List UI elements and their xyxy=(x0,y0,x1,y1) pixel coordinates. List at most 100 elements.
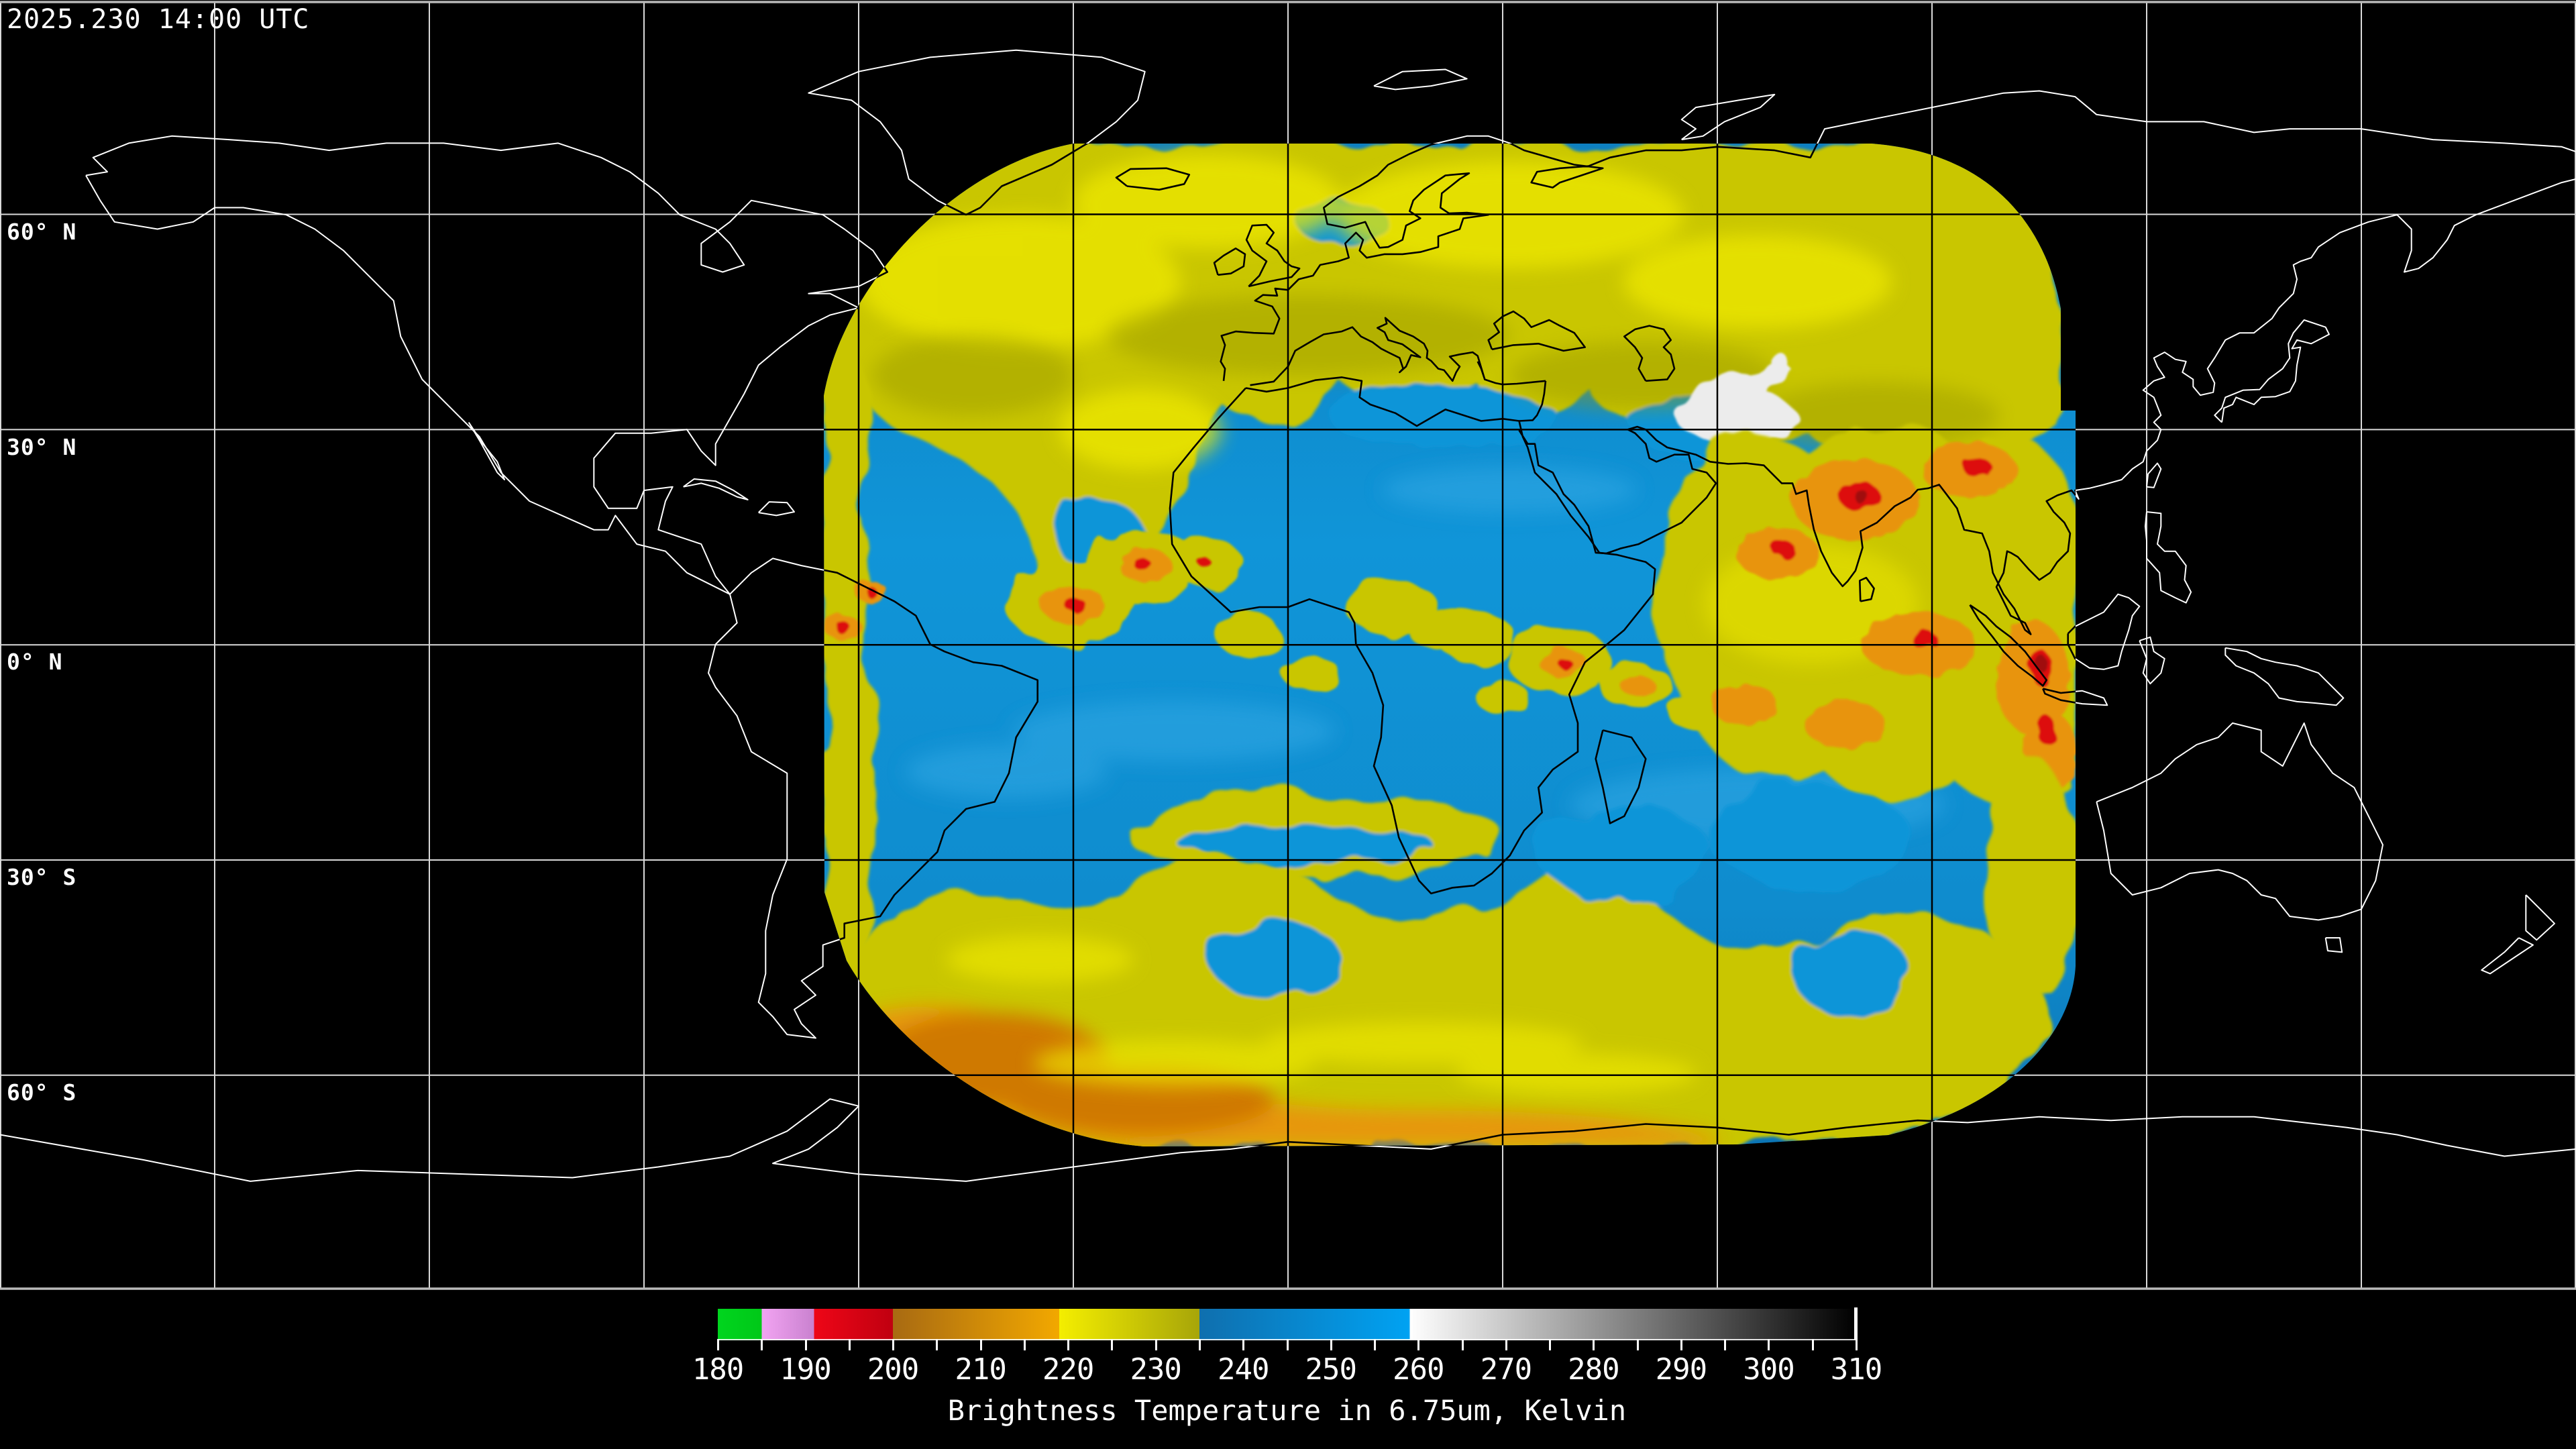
colorbar-tick-label: 210 xyxy=(955,1352,1006,1387)
colorbar-tick-label: 290 xyxy=(1655,1352,1707,1387)
coastline xyxy=(683,478,749,500)
coastline xyxy=(2042,688,2076,706)
colorbar-tick xyxy=(936,1339,938,1350)
coastline xyxy=(1245,223,1301,288)
colorbar-tick xyxy=(1155,1339,1157,1350)
cloud-band-west xyxy=(824,322,877,993)
coastline xyxy=(2214,320,2329,423)
colorbar-tick-label: 270 xyxy=(1480,1352,1532,1387)
coastline xyxy=(1220,144,2076,381)
colorbar-tick xyxy=(1856,1339,1858,1350)
colorbar-tick xyxy=(848,1339,851,1350)
colorbar-endcap xyxy=(1854,1307,1858,1340)
coastline xyxy=(824,557,1038,1039)
colorbar-tick xyxy=(1023,1339,1026,1350)
colorbar-tick xyxy=(1374,1339,1377,1350)
coastline xyxy=(2139,636,2165,685)
coastline xyxy=(1115,167,1191,191)
coastline xyxy=(2481,937,2534,975)
colorbar-tick-label: 240 xyxy=(1217,1352,1269,1387)
coastline xyxy=(85,135,888,595)
coastline xyxy=(1169,376,1656,895)
colorbar-tick xyxy=(1505,1339,1507,1350)
coastline xyxy=(2481,938,2533,973)
colorbar-tick xyxy=(1593,1339,1595,1350)
coastline xyxy=(2146,462,2162,488)
colorbar-ticks xyxy=(717,1339,1858,1351)
coastline xyxy=(1487,310,1586,352)
colorbar-tick xyxy=(1811,1339,1814,1350)
warm-white-patch xyxy=(1676,355,1796,445)
colorbar-tick xyxy=(1724,1339,1727,1350)
colorbar-tick xyxy=(1768,1339,1770,1350)
colorbar-tick-label: 260 xyxy=(1393,1352,1444,1387)
coastline xyxy=(1682,95,1775,140)
coastline xyxy=(1373,68,1468,91)
colorbar-tick xyxy=(1636,1339,1639,1350)
colorbar-tick xyxy=(1111,1339,1114,1350)
coastline xyxy=(757,501,795,517)
colorbar-tick xyxy=(1067,1339,1070,1350)
colorbar-tick-label: 230 xyxy=(1130,1352,1181,1387)
coastline xyxy=(2067,593,2141,670)
coastline xyxy=(2225,648,2343,705)
colorbar-tick-label: 300 xyxy=(1743,1352,1794,1387)
colorbar-tick-label: 180 xyxy=(692,1352,744,1387)
colorbar-tick xyxy=(1417,1339,1420,1350)
colorbar-tick-label: 190 xyxy=(780,1352,831,1387)
colorbar-labels: 180 190 200 210 220 230 240 250 260 270 280 290 300 3… xyxy=(692,1352,1882,1387)
coastline xyxy=(2324,937,2343,953)
coastline xyxy=(1680,93,1776,141)
colorbar-tick-label: 250 xyxy=(1305,1352,1357,1387)
timestamp-label: 2025.230 14:00 UTC xyxy=(7,4,310,35)
coastline xyxy=(824,1097,2076,1146)
colorbar-tick xyxy=(979,1339,982,1350)
coastlines-inside xyxy=(824,95,2555,1146)
coastline xyxy=(468,422,505,480)
colorbar-caption: Brightness Temperature in 6.75um, Kelvin xyxy=(947,1394,1627,1427)
coastline xyxy=(1969,604,2047,687)
lat-label-30s: 30° S xyxy=(7,864,77,890)
coastline xyxy=(2145,512,2191,603)
colorbar-tick xyxy=(892,1339,895,1350)
colorbar-tick xyxy=(717,1339,719,1350)
coastline xyxy=(2144,511,2192,604)
colorbar-tick xyxy=(1549,1339,1552,1350)
lat-label-60n: 60° N xyxy=(7,219,77,245)
coastline xyxy=(2526,895,2555,940)
coastline xyxy=(1518,178,2076,635)
coastline xyxy=(1623,325,1676,382)
lat-label-60s: 60° S xyxy=(7,1079,77,1106)
coastline xyxy=(2224,647,2345,706)
satellite-data-disk xyxy=(824,144,2076,1146)
coastline xyxy=(1250,317,1486,386)
coastline xyxy=(1484,378,1546,386)
colorbar-tick xyxy=(1461,1339,1464,1350)
colorbar-tick-label: 220 xyxy=(1042,1352,1094,1387)
coastline xyxy=(2096,723,2383,920)
coastline xyxy=(1213,248,1246,276)
coastline xyxy=(1859,576,1875,602)
colorbar-tick xyxy=(1680,1339,1682,1350)
colorbar-tick-label: 200 xyxy=(867,1352,919,1387)
colorbar-tick xyxy=(1242,1339,1245,1350)
colorbar-tick xyxy=(1198,1339,1201,1350)
colorbar-gradient xyxy=(718,1309,1856,1340)
coastline xyxy=(2096,722,2383,921)
colorbar-tick xyxy=(804,1339,807,1350)
colorbar-tick xyxy=(1330,1339,1332,1350)
coastline xyxy=(1519,380,1547,422)
lat-label-30n: 30° N xyxy=(7,434,77,460)
colorbar-tick-label: 310 xyxy=(1830,1352,1882,1387)
colorbar-tick-label: 280 xyxy=(1568,1352,1619,1387)
coastline xyxy=(2525,894,2555,941)
lat-label-0n: 0° N xyxy=(7,649,63,675)
colorbar-tick xyxy=(761,1339,763,1350)
coastline xyxy=(824,144,888,596)
coastline xyxy=(1595,729,1647,824)
coastline xyxy=(2214,319,2330,423)
colorbar xyxy=(718,1307,1858,1340)
colorbar-tick xyxy=(1286,1339,1289,1350)
